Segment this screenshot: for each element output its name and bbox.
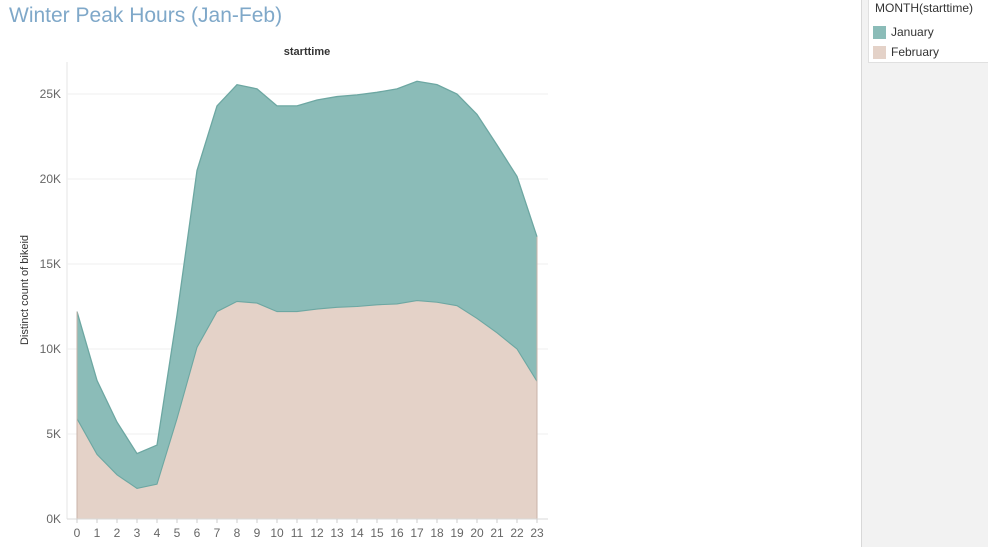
x-tick-label: 20 bbox=[470, 526, 484, 540]
x-tick-label: 12 bbox=[310, 526, 324, 540]
legend-item-january[interactable]: January bbox=[873, 24, 934, 40]
series-area-january bbox=[77, 81, 537, 489]
y-axis-title: Distinct count of bikeid bbox=[19, 235, 31, 345]
legend-label-february: February bbox=[891, 45, 940, 59]
y-tick-label: 0K bbox=[46, 512, 61, 526]
x-tick-label: 8 bbox=[234, 526, 241, 540]
series-line-january bbox=[76, 80, 538, 455]
x-tick-label: 17 bbox=[410, 526, 424, 540]
series-area-february bbox=[77, 300, 537, 519]
x-tick-label: 0 bbox=[74, 526, 81, 540]
chart-title: Winter Peak Hours (Jan-Feb) bbox=[9, 4, 283, 27]
legend-label-january: January bbox=[891, 25, 934, 39]
y-tick-label: 25K bbox=[40, 87, 61, 101]
x-tick-label: 10 bbox=[270, 526, 284, 540]
legend-swatch-january bbox=[873, 25, 886, 39]
x-tick-label: 13 bbox=[330, 526, 344, 540]
x-tick-label: 18 bbox=[430, 526, 444, 540]
x-tick-label: 19 bbox=[450, 526, 464, 540]
x-tick-label: 2 bbox=[114, 526, 121, 540]
legend-item-february[interactable]: February bbox=[873, 44, 939, 60]
legend-swatch-february bbox=[873, 45, 886, 59]
x-tick-label: 4 bbox=[154, 526, 161, 540]
x-tick-label: 1 bbox=[94, 526, 101, 540]
legend: MONTH(starttime) January February bbox=[868, 0, 988, 63]
x-tick-label: 5 bbox=[174, 526, 181, 540]
y-tick-label: 10K bbox=[40, 342, 61, 356]
x-tick-label: 21 bbox=[490, 526, 504, 540]
x-tick-label: 23 bbox=[530, 526, 544, 540]
series-line-february bbox=[76, 299, 538, 489]
x-tick-label: 11 bbox=[291, 526, 304, 540]
y-tick-label: 15K bbox=[40, 257, 61, 271]
x-tick-label: 6 bbox=[194, 526, 201, 540]
legend-title: MONTH(starttime) bbox=[875, 1, 973, 15]
x-header-label: starttime bbox=[284, 46, 330, 58]
x-tick-label: 22 bbox=[510, 526, 524, 540]
y-tick-label: 5K bbox=[46, 427, 61, 441]
y-tick-label: 20K bbox=[40, 172, 61, 186]
x-tick-label: 15 bbox=[370, 526, 384, 540]
x-tick-label: 14 bbox=[350, 526, 364, 540]
x-tick-label: 9 bbox=[254, 526, 261, 540]
x-tick-label: 16 bbox=[390, 526, 404, 540]
x-tick-label: 3 bbox=[134, 526, 141, 540]
x-tick-label: 7 bbox=[214, 526, 221, 540]
right-panel bbox=[861, 0, 988, 547]
